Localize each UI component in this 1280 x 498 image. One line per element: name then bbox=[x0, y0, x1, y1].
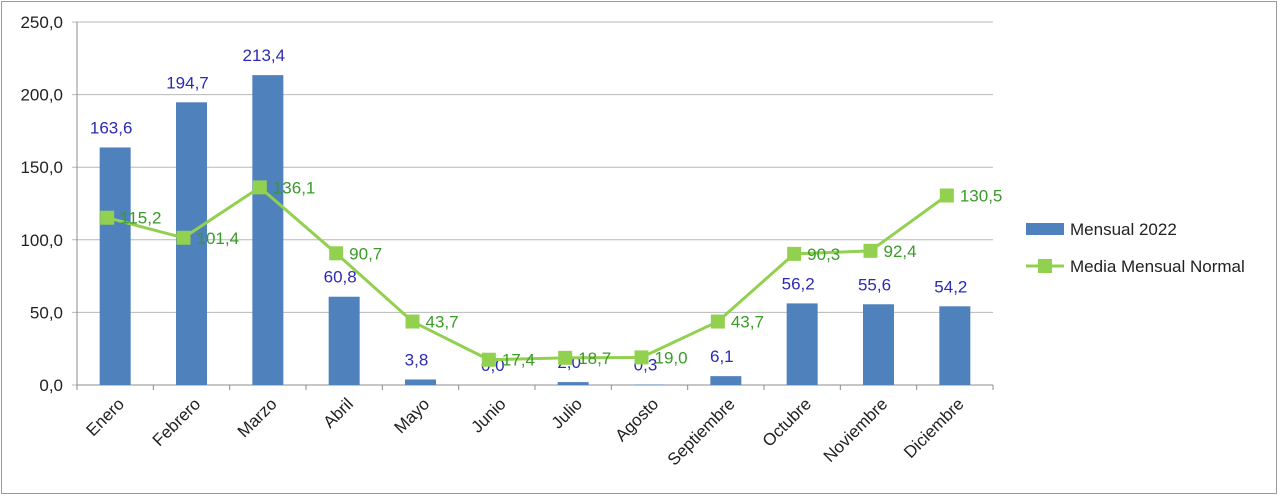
bar bbox=[787, 303, 818, 385]
bar-data-label: 56,2 bbox=[782, 274, 815, 293]
x-tick-label: Mayo bbox=[390, 394, 433, 437]
x-tick-label: Octubre bbox=[759, 394, 815, 450]
line-data-label: 92,4 bbox=[884, 242, 917, 261]
x-tick-label: Marzo bbox=[234, 394, 281, 441]
y-tick-label: 250,0 bbox=[20, 13, 63, 32]
line-data-label: 19,0 bbox=[655, 348, 688, 367]
bar-data-label: 3,8 bbox=[405, 350, 429, 369]
bar-data-label: 6,1 bbox=[710, 347, 734, 366]
line-marker bbox=[864, 244, 878, 258]
bar bbox=[710, 376, 741, 385]
line-marker bbox=[253, 180, 267, 194]
x-tick-label: Septiembre bbox=[664, 394, 739, 469]
line-marker bbox=[482, 353, 496, 367]
bar-data-label: 163,6 bbox=[90, 118, 133, 137]
legend-bar-swatch bbox=[1026, 223, 1064, 235]
line-marker bbox=[635, 350, 649, 364]
x-tick-label: Junio bbox=[467, 394, 509, 436]
bar-data-label: 213,4 bbox=[243, 46, 286, 65]
y-axis: 0,0 50,0 100,0 150,0 200,0 250,0 bbox=[20, 13, 77, 395]
y-tick-label: 200,0 bbox=[20, 86, 63, 105]
line-data-label: 43,7 bbox=[731, 313, 764, 332]
x-tick-label: Febrero bbox=[149, 394, 205, 450]
bar-data-label: 55,6 bbox=[858, 275, 891, 294]
bar bbox=[405, 379, 436, 385]
bar bbox=[100, 147, 131, 385]
y-tick-label: 100,0 bbox=[20, 231, 63, 250]
line-data-label: 18,7 bbox=[578, 349, 611, 368]
bar bbox=[939, 306, 970, 385]
bar-data-label: 194,7 bbox=[166, 73, 209, 92]
line-data-label: 90,3 bbox=[807, 245, 840, 264]
x-tick-label: Agosto bbox=[611, 394, 662, 445]
line-marker bbox=[329, 246, 343, 260]
bar bbox=[558, 382, 589, 385]
bar-data-label: 60,8 bbox=[324, 268, 357, 287]
line-data-label: 115,2 bbox=[120, 209, 161, 228]
x-tick-label: Enero bbox=[82, 394, 128, 440]
line-data-label: 101,4 bbox=[197, 229, 240, 248]
bar bbox=[329, 297, 360, 385]
legend-label: Media Mensual Normal bbox=[1070, 257, 1245, 276]
line-marker bbox=[787, 247, 801, 261]
line-data-label: 130,5 bbox=[960, 187, 1003, 206]
bar-data-label: 54,2 bbox=[934, 277, 967, 296]
line-marker bbox=[406, 315, 420, 329]
x-tick-label: Julio bbox=[548, 394, 586, 432]
grid-lines bbox=[72, 22, 993, 385]
series-line bbox=[107, 187, 947, 359]
y-tick-label: 0,0 bbox=[39, 376, 63, 395]
line-marker bbox=[558, 351, 572, 365]
bar-data-labels: 163,6194,7213,460,83,80,02,00,36,156,255… bbox=[90, 46, 967, 375]
line-data-label: 43,7 bbox=[426, 313, 459, 332]
x-tick-label: Noviembre bbox=[820, 394, 892, 466]
legend-line-marker bbox=[1038, 259, 1052, 273]
y-tick-label: 50,0 bbox=[30, 303, 63, 322]
x-axis: Enero Febrero Marzo Abril Mayo Junio Julio Agos… bbox=[77, 385, 993, 469]
y-tick-label: 150,0 bbox=[20, 158, 63, 177]
line-series bbox=[100, 180, 954, 366]
line-marker bbox=[177, 231, 191, 245]
line-data-label: 17,4 bbox=[502, 351, 535, 370]
bar bbox=[252, 75, 283, 385]
x-tick-label: Abril bbox=[320, 394, 357, 431]
bar bbox=[863, 304, 894, 385]
line-marker bbox=[711, 315, 725, 329]
line-marker bbox=[100, 211, 114, 225]
legend-label: Mensual 2022 bbox=[1070, 220, 1177, 239]
line-marker bbox=[940, 189, 954, 203]
line-data-label: 90,7 bbox=[349, 244, 382, 263]
x-tick-label: Diciembre bbox=[900, 394, 968, 462]
line-data-label: 136,1 bbox=[273, 178, 316, 197]
legend: Mensual 2022 Media Mensual Normal bbox=[1026, 220, 1245, 276]
